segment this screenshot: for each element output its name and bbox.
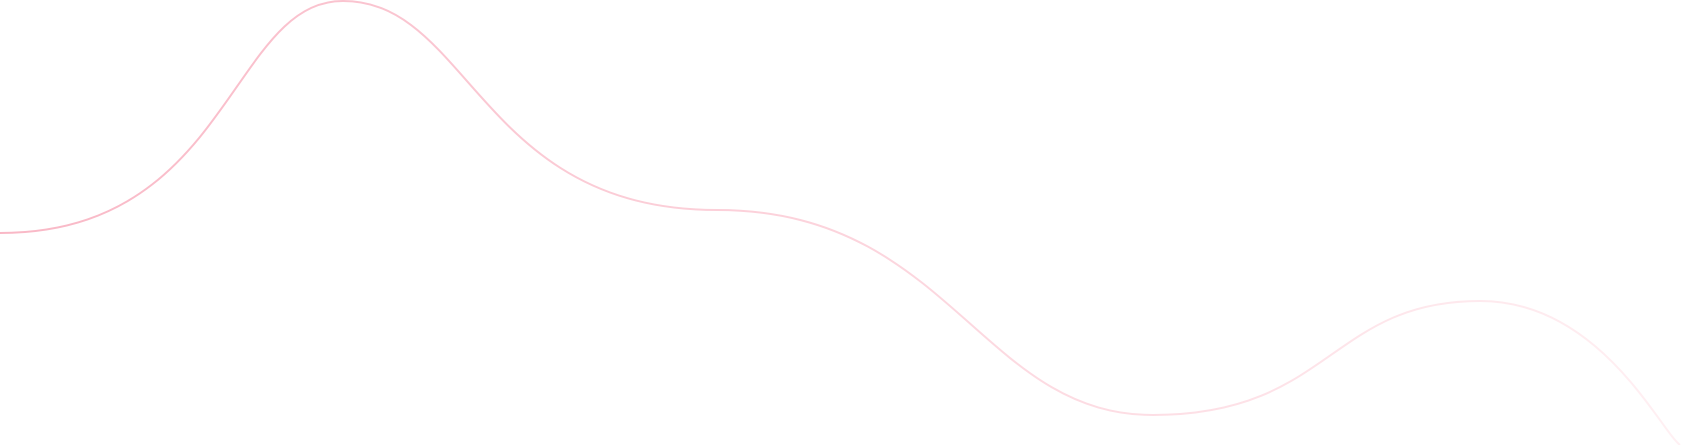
decorative-wave (0, 0, 1681, 445)
wave-path (0, 0, 1681, 445)
